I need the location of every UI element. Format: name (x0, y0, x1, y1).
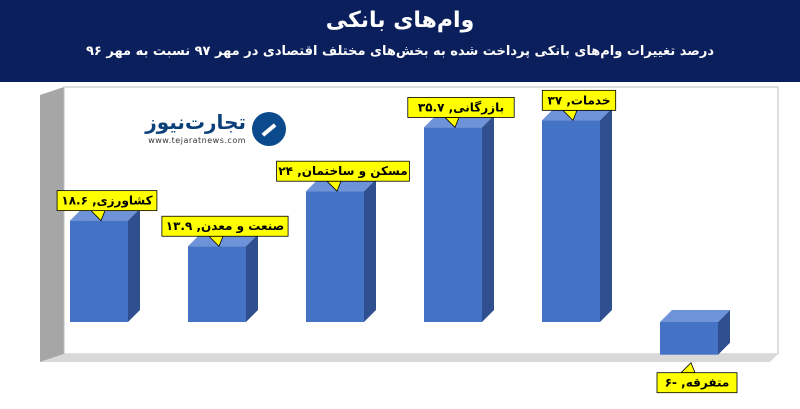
bar-top (188, 234, 258, 247)
data-label-pointer (680, 361, 696, 374)
logo-name: تجارت‌نیوز (145, 110, 246, 134)
chart-subtitle: درصد تغییرات وام‌های بانکی پرداخت شده به… (85, 44, 715, 59)
data-label-box (541, 89, 617, 111)
bar-chart: کشاورزی, ۱۸.۶ صنعت و معدن, ۱۳.۹ مسکن و ساخ… (40, 86, 779, 394)
data-label-box (656, 372, 738, 394)
data-label: مسکن و ساختمان, ۲۴ (278, 164, 407, 179)
bar-side (246, 234, 258, 322)
data-label-box (407, 97, 515, 118)
chart-header: وام‌های بانکی درصد تغییرات وام‌های بانکی… (0, 0, 800, 82)
bar-side (364, 179, 376, 322)
logo-url: www.tejaratnews.com (148, 136, 246, 145)
chart-title: وام‌های بانکی (325, 8, 475, 33)
bar (70, 220, 128, 322)
data-label: بازرگانی, ۳۵.۷ (418, 100, 504, 114)
chart-side-wall (40, 87, 64, 362)
data-label: متفرقه, -۶ (665, 376, 730, 390)
data-label: کشاورزی, ۱۸.۶ (61, 194, 152, 209)
logo-icon (252, 112, 286, 146)
chart-floor (40, 354, 778, 362)
bar (424, 127, 482, 322)
bar (660, 322, 718, 355)
bar (306, 191, 364, 322)
data-label: خدمات, ۳۷ (548, 93, 611, 107)
bar-side (718, 310, 730, 355)
tejaratnews-logo: تجارت‌نیوز www.tejaratnews.com (136, 108, 286, 152)
data-label-box (161, 215, 289, 237)
bar (542, 120, 600, 322)
bar-top (660, 310, 730, 322)
bar-side (482, 115, 494, 322)
bar-top (306, 179, 376, 192)
bar-side (128, 208, 140, 322)
data-label-box (56, 190, 158, 212)
bar-top (424, 115, 494, 128)
data-label-box (276, 160, 410, 182)
bar-top (70, 208, 140, 221)
bar-top (542, 108, 612, 121)
data-label: صنعت و معدن, ۱۳.۹ (166, 219, 284, 234)
bar (188, 246, 246, 322)
bar-side (600, 108, 612, 322)
